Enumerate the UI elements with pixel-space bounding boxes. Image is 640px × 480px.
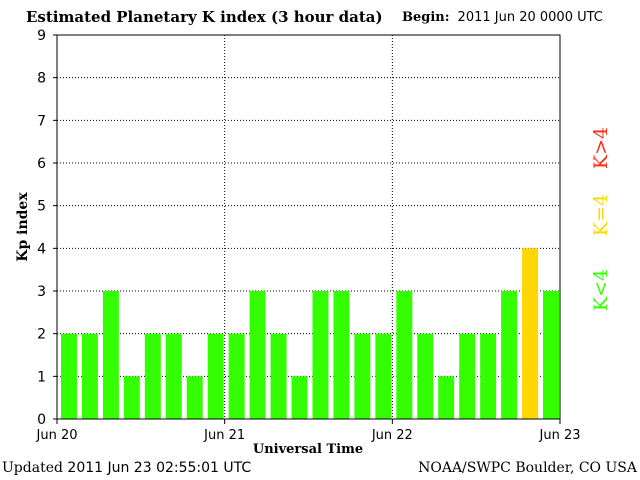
kp-bar [333, 291, 350, 419]
begin-value: 2011 Jun 20 0000 UTC [457, 10, 603, 25]
chart-title: Estimated Planetary K index (3 hour data… [26, 8, 383, 26]
kp-bar [438, 376, 455, 419]
kp-bar [81, 333, 98, 419]
x-tick-label: Jun 22 [371, 428, 413, 443]
x-axis-label: Universal Time [253, 442, 363, 457]
y-tick-label: 7 [37, 113, 46, 129]
kp-bar [228, 333, 245, 419]
kp-bar [123, 376, 140, 419]
kp-bar [102, 291, 119, 419]
kp-bar [396, 291, 413, 419]
updated-timestamp: Updated 2011 Jun 23 02:55:01 UTC [2, 460, 251, 476]
y-axis-ticks: 0 1 2 3 4 5 6 7 8 9 [37, 28, 57, 428]
kp-bar [522, 248, 539, 419]
kp-bar [312, 291, 329, 419]
y-tick-label: 5 [37, 199, 46, 215]
begin-info: Begin: 2011 Jun 20 0000 UTC [402, 10, 603, 25]
y-tick-label: 2 [37, 327, 46, 343]
kp-bar [375, 333, 392, 419]
updated-value: 2011 Jun 23 02:55:01 UTC [67, 460, 252, 476]
y-tick-label: 6 [37, 156, 46, 172]
y-tick-label: 8 [37, 71, 46, 87]
kp-bar [543, 291, 559, 419]
y-tick-label: 4 [37, 241, 46, 257]
x-tick-label: Jun 21 [203, 428, 245, 443]
begin-label: Begin: [402, 10, 450, 25]
updated-label: Updated [2, 460, 63, 476]
kp-bar [249, 291, 266, 419]
y-tick-label: 0 [37, 412, 46, 428]
legend-k-below-4: K<4 [590, 269, 612, 311]
x-axis-ticks: Jun 20 Jun 21 Jun 22 Jun 23 [36, 419, 581, 443]
bars [61, 248, 559, 419]
x-tick-label: Jun 20 [36, 428, 78, 443]
plot-frame [56, 34, 561, 420]
kp-bar [291, 376, 308, 419]
kp-bar [270, 333, 287, 419]
grid-lines [57, 35, 560, 419]
kp-bar [480, 333, 497, 419]
legend-k-equal-4: K=4 [590, 194, 612, 236]
kp-bar [61, 333, 77, 419]
kp-bar [417, 333, 434, 419]
kp-bar [186, 376, 203, 419]
legend-k-above-4: K>4 [590, 127, 612, 169]
kp-bar [459, 333, 476, 419]
y-tick-label: 9 [37, 28, 46, 44]
data-source: NOAA/SWPC Boulder, CO USA [418, 460, 637, 476]
kp-bar [354, 333, 371, 419]
y-tick-label: 3 [37, 284, 46, 300]
y-tick-label: 1 [37, 369, 46, 385]
x-tick-label: Jun 23 [539, 428, 581, 443]
kp-bar [207, 333, 224, 419]
kp-bar [165, 333, 182, 419]
kp-bar [501, 291, 518, 419]
kp-bar [144, 333, 161, 419]
y-axis-label: Kp index [15, 192, 31, 262]
